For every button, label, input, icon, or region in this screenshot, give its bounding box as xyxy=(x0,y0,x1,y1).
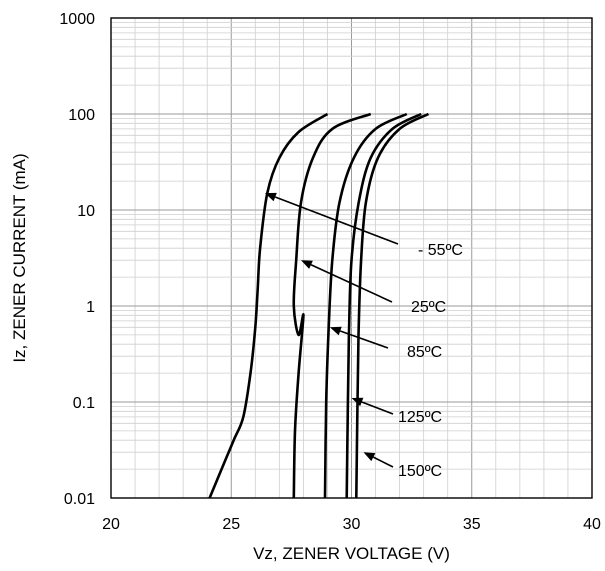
series-lines xyxy=(208,112,430,499)
plot-frame xyxy=(110,17,593,499)
y-tick-label: 100 xyxy=(68,107,95,124)
x-tick-label: 20 xyxy=(102,516,120,533)
annotation-label: 25ºC xyxy=(411,299,446,316)
series-line-3 xyxy=(345,112,422,499)
y-axis-title: Iz, ZENER CURRENT (mA) xyxy=(10,153,29,362)
annotation-label: 125ºC xyxy=(398,409,442,426)
annotation-arrow xyxy=(274,196,399,245)
annotation-arrowhead xyxy=(329,326,342,336)
tick-labels: 20 25 30 35 40 0.01 0.1 1 10 100 1000 xyxy=(59,11,601,533)
annotations: - 55ºC 25ºC 85ºC 125ºC 150ºC xyxy=(264,192,463,480)
annotation-arrowhead xyxy=(264,192,277,202)
annotation-arrow xyxy=(361,401,394,415)
annotation-label: 150ºC xyxy=(398,463,442,480)
annotation-label: - 55ºC xyxy=(418,242,463,259)
series-line-2 xyxy=(323,112,408,499)
y-tick-label: 1 xyxy=(86,299,95,316)
x-tick-label: 35 xyxy=(463,516,481,533)
annotation-arrowhead xyxy=(363,452,376,462)
y-tick-label: 0.1 xyxy=(73,395,95,412)
annotation-arrow xyxy=(372,456,394,468)
y-tick-label: 0.01 xyxy=(64,491,95,508)
grid xyxy=(111,18,592,498)
x-tick-label: 25 xyxy=(222,516,240,533)
series-line-0 xyxy=(208,112,329,499)
annotation-arrow xyxy=(310,264,393,303)
y-tick-label: 10 xyxy=(77,203,95,220)
annotation-arrow xyxy=(339,330,389,349)
x-tick-label: 30 xyxy=(343,516,361,533)
annotation-arrowhead xyxy=(351,397,364,407)
annotation-arrowhead xyxy=(300,260,313,269)
y-tick-label: 1000 xyxy=(59,11,95,28)
series-line-1 xyxy=(292,112,372,499)
annotation-label: 85ºC xyxy=(407,344,442,361)
x-tick-label: 40 xyxy=(583,516,601,533)
x-axis-title: Vz, ZENER VOLTAGE (V) xyxy=(253,544,450,563)
